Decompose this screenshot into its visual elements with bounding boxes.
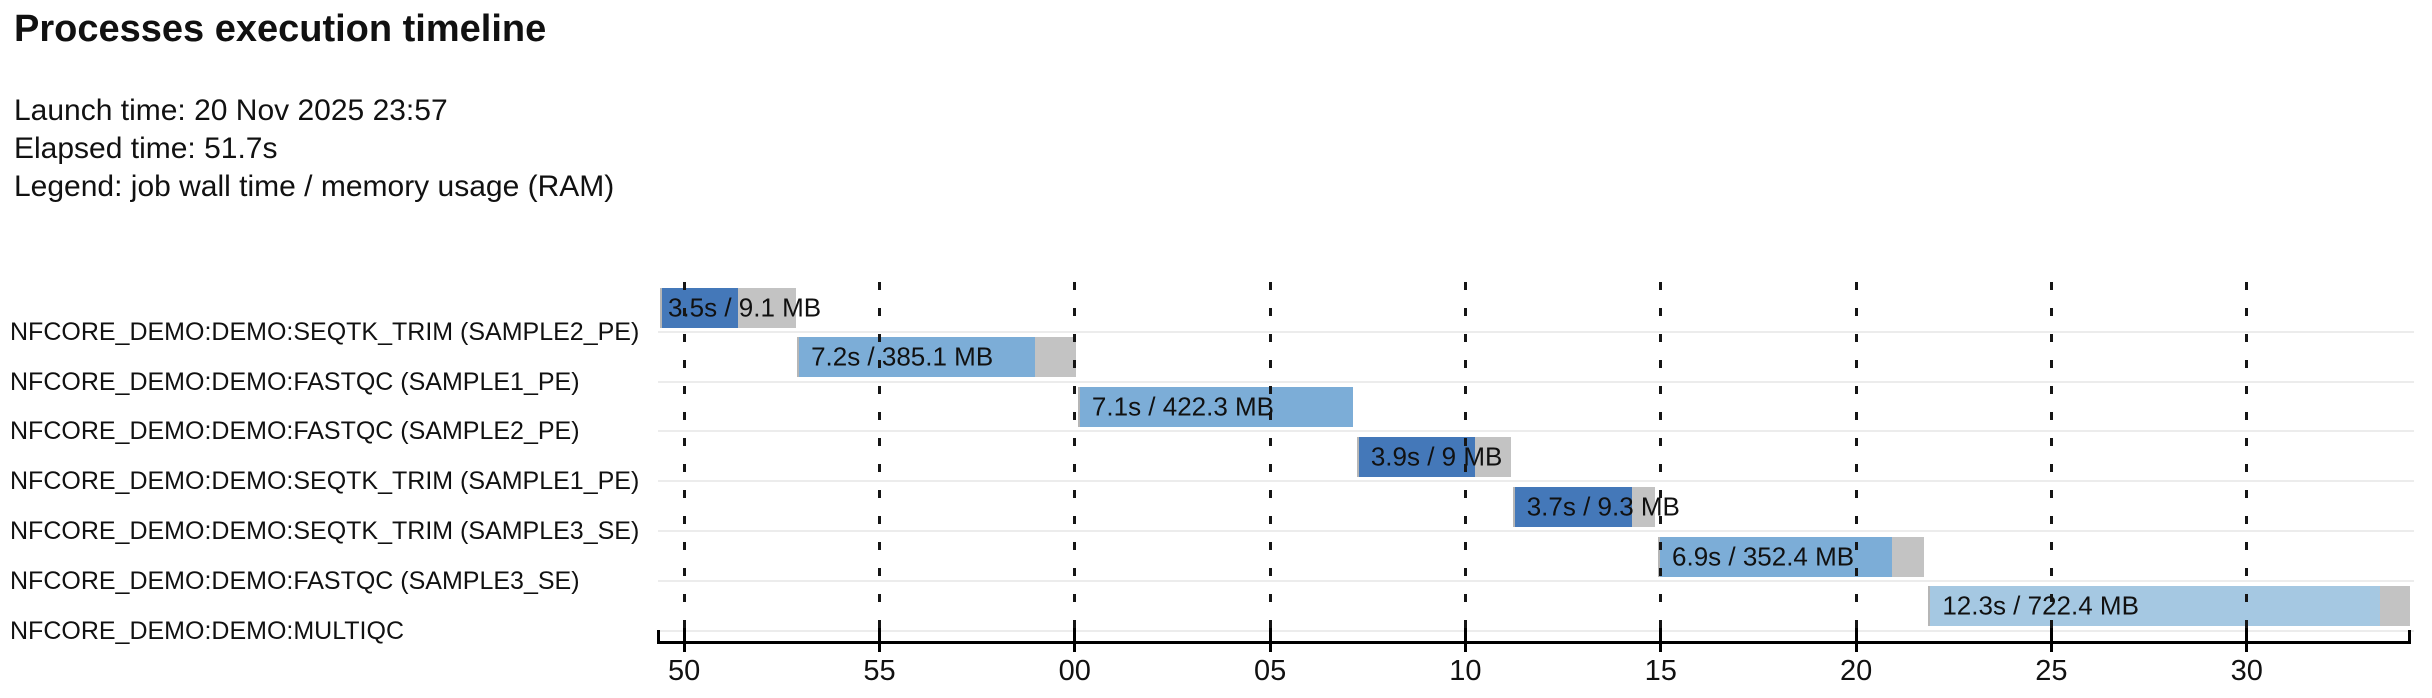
axis-tick xyxy=(1659,628,1663,652)
report-meta: Launch time: 20 Nov 2025 23:57 Elapsed t… xyxy=(14,92,614,206)
axis-tick xyxy=(1268,628,1272,652)
axis-tick-label: 50 xyxy=(668,655,701,687)
axis-tick xyxy=(877,628,881,652)
row-separator xyxy=(658,579,2414,582)
axis-tick xyxy=(2245,628,2249,652)
row-separator xyxy=(658,330,2414,333)
process-bar[interactable]: 6.9s / 352.4 MB xyxy=(1658,536,1925,577)
elapsed-time-text: Elapsed time: 51.7s xyxy=(14,132,278,165)
row-separator xyxy=(658,530,2414,532)
bar-label: 3.7s / 9.3 MB xyxy=(1526,491,1680,522)
axis-tick xyxy=(1854,628,1858,652)
legend-text: Legend: job wall time / memory usage (RA… xyxy=(14,170,615,203)
process-label: NFCORE_DEMO:DEMO:FASTQC (SAMPLE2_PE) xyxy=(10,417,580,446)
bar-label: 3.5s / 9.1 MB xyxy=(667,292,822,322)
process-label: NFCORE_DEMO:DEMO:SEQTK_TRIM (SAMPLE2_PE) xyxy=(10,317,640,346)
axis-tick xyxy=(2049,628,2053,652)
process-bar[interactable]: 7.2s / 385.1 MB xyxy=(797,337,1077,378)
axis-line xyxy=(657,641,2411,644)
axis-tick-label: 20 xyxy=(1839,655,1873,687)
row-separator xyxy=(658,380,2414,383)
axis-tick-label: 05 xyxy=(1253,655,1287,687)
gridline xyxy=(1659,282,1663,641)
gridline xyxy=(1463,282,1467,641)
axis-end-cap xyxy=(2408,630,2411,644)
row-separator xyxy=(658,629,2414,632)
gridline xyxy=(877,282,881,641)
process-bar[interactable]: 12.3s / 722.4 MB xyxy=(1928,586,2410,627)
process-bar[interactable]: 7.1s / 422.3 MB xyxy=(1077,387,1353,428)
page-title: Processes execution timeline xyxy=(14,8,547,50)
axis-tick xyxy=(1073,628,1077,652)
gridline xyxy=(2049,282,2053,641)
bar-run-segment xyxy=(1358,436,1476,477)
axis-tick-label: 25 xyxy=(2035,655,2068,687)
process-bar[interactable]: 3.7s / 9.3 MB xyxy=(1512,486,1680,527)
gridline xyxy=(2245,282,2249,641)
process-label: NFCORE_DEMO:DEMO:SEQTK_TRIM (SAMPLE1_PE) xyxy=(10,467,640,496)
axis-tick-label: 15 xyxy=(1644,655,1677,687)
bar-run-segment xyxy=(1079,387,1353,428)
process-label: NFCORE_DEMO:DEMO:FASTQC (SAMPLE3_SE) xyxy=(10,566,580,595)
gridline xyxy=(1073,282,1077,641)
gridline xyxy=(1268,282,1272,641)
bar-label: 7.2s / 385.1 MB xyxy=(811,341,994,372)
bar-run-segment xyxy=(661,287,738,328)
bar-label: 3.9s / 9 MB xyxy=(1370,441,1503,472)
launch-time-text: Launch time: 20 Nov 2025 23:57 xyxy=(14,94,448,127)
bar-run-segment xyxy=(1660,536,1893,577)
bar-label: 7.1s / 422.3 MB xyxy=(1091,391,1275,422)
bar-label: 6.9s / 352.4 MB xyxy=(1672,541,1855,571)
axis-tick-label: 00 xyxy=(1058,655,1091,687)
bar-label: 12.3s / 722.4 MB xyxy=(1942,590,2139,621)
axis-tick-label: 55 xyxy=(863,655,896,687)
process-label: NFCORE_DEMO:DEMO:FASTQC (SAMPLE1_PE) xyxy=(10,367,580,396)
process-label: NFCORE_DEMO:DEMO:SEQTK_TRIM (SAMPLE3_SE) xyxy=(10,517,640,545)
process-bar[interactable]: 3.9s / 9 MB xyxy=(1356,436,1511,477)
bar-run-segment xyxy=(1930,586,2381,627)
axis-tick xyxy=(682,628,686,652)
axis-end-cap xyxy=(657,630,660,644)
bar-run-segment xyxy=(799,337,1035,378)
axis-tick xyxy=(1463,628,1467,652)
process-label: NFCORE_DEMO:DEMO:MULTIQC xyxy=(10,616,404,645)
bar-run-segment xyxy=(1514,486,1633,527)
axis-tick-label: 30 xyxy=(2230,655,2263,687)
row-separator xyxy=(658,480,2414,483)
gridline xyxy=(1854,282,1858,641)
process-bar[interactable]: 3.5s / 9.1 MB xyxy=(659,287,821,328)
axis-tick-label: 10 xyxy=(1449,655,1482,687)
row-separator xyxy=(658,430,2414,433)
gridline xyxy=(682,282,686,641)
